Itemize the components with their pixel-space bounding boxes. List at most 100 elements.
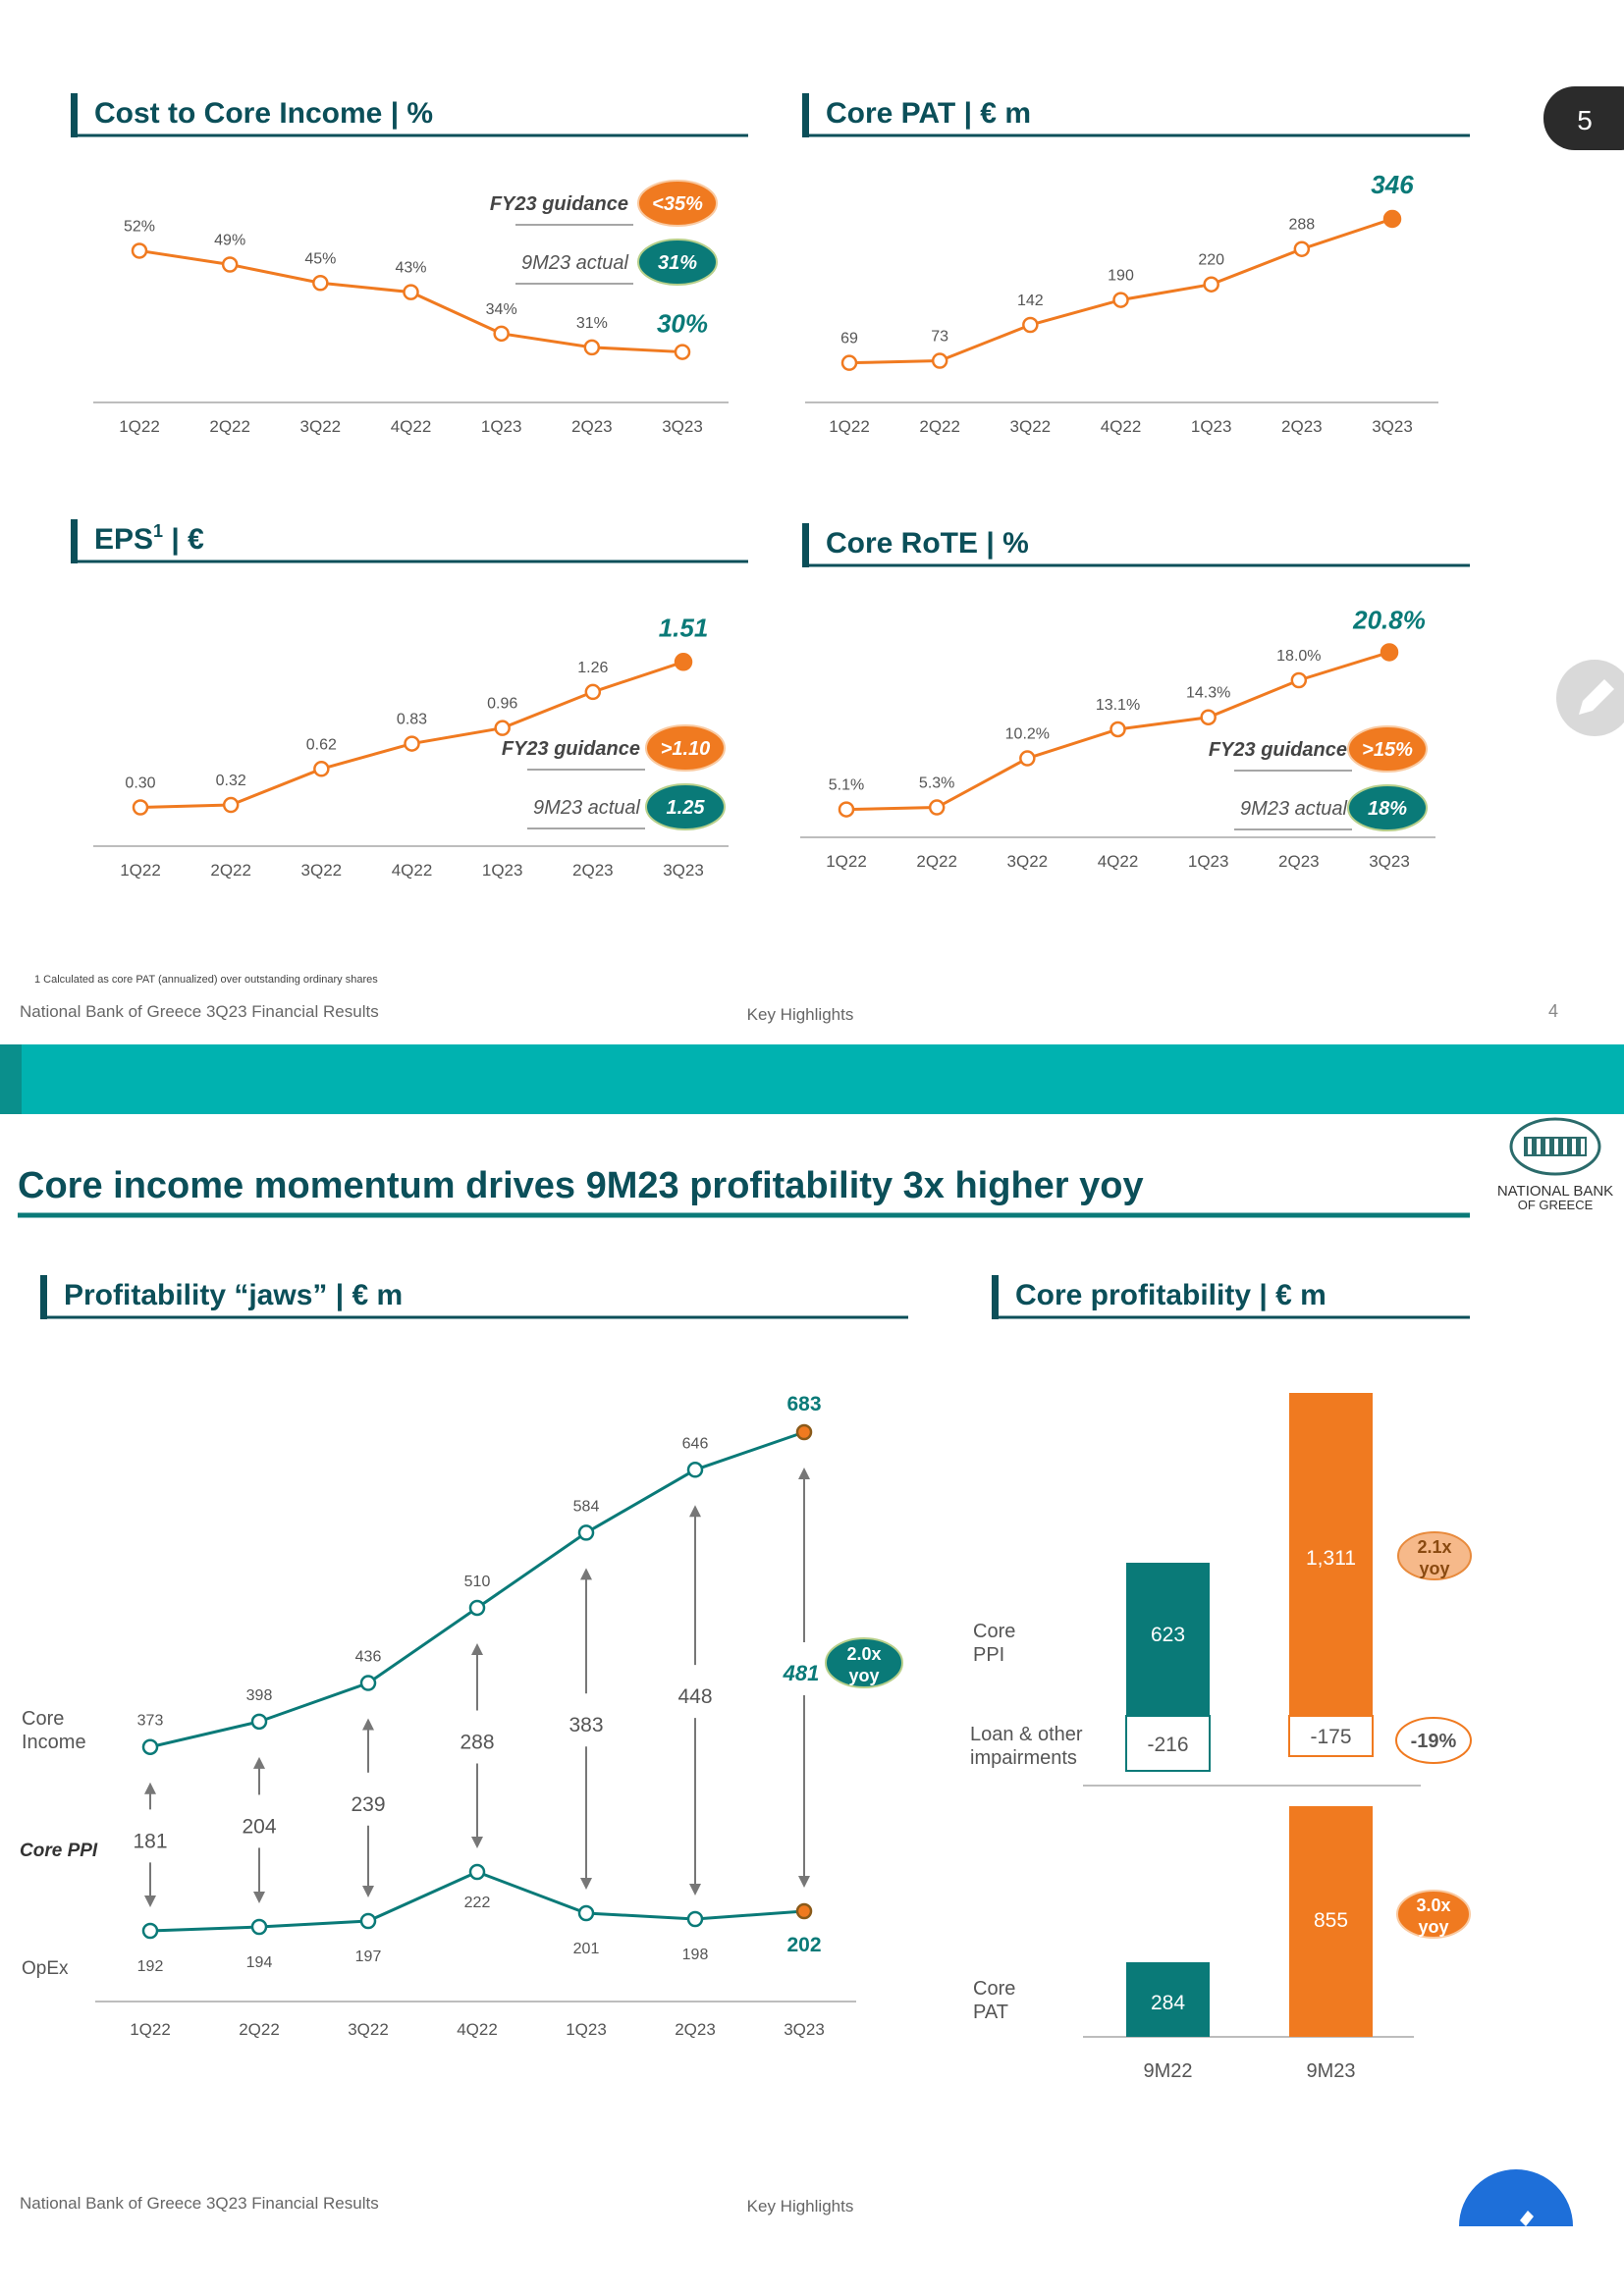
arrow-head-down <box>471 1837 483 1848</box>
data-label-opex: 201 <box>573 1941 600 1957</box>
header-banner <box>0 1044 1624 1114</box>
gap-label-highlight: 481 <box>783 1661 820 1685</box>
x-tick-label: 4Q22 <box>1098 852 1139 871</box>
badge-text: 1.25 <box>667 797 706 819</box>
floating-action-button[interactable] <box>1459 2169 1573 2226</box>
edit-button[interactable] <box>1556 660 1624 736</box>
bar-core-pat <box>1126 1962 1210 2037</box>
chart-cost_core: 52% 1Q22 49% 2Q22 45% 3Q22 43% 4Q22 34% 1Q23 31% 2Q… <box>93 193 729 436</box>
row-label-impair-1: Loan & other <box>970 1724 1083 1745</box>
data-label-opex: 192 <box>137 1958 164 1975</box>
x-tick-label: 3Q22 <box>1010 417 1052 436</box>
section-core-rote: Core RoTE | % <box>802 523 1470 567</box>
annotation-badge: 18% <box>1347 784 1428 831</box>
page-badge-text: 5 <box>1577 105 1593 135</box>
series-label-opex: OpEx <box>22 1958 69 1979</box>
badge-shape <box>637 180 718 227</box>
pencil-icon <box>1579 679 1614 715</box>
chart-title: Core RoTE | % <box>826 527 1029 560</box>
data-label: 1.26 <box>577 660 608 676</box>
badge-shape <box>1397 1531 1472 1580</box>
data-label: 14.3% <box>1186 685 1230 702</box>
slide-title: Core income momentum drives 9M23 profita… <box>18 1165 1144 1206</box>
x-tick-label: 2Q22 <box>209 417 250 436</box>
badge-shape <box>1395 1717 1472 1764</box>
data-label: 288 <box>1288 217 1315 234</box>
annotation-badge: <35% <box>637 180 718 227</box>
x-tick-label: 1Q22 <box>119 417 160 436</box>
logo-column <box>1554 1139 1558 1154</box>
chart-title: Core PAT | € m <box>826 97 1031 130</box>
annotation-text: 9M23 actual <box>533 797 641 819</box>
data-label-opex: 198 <box>682 1947 709 1963</box>
gap-label: 239 <box>351 1793 385 1816</box>
arrow-head-up <box>798 1468 810 1479</box>
data-point <box>313 761 330 777</box>
gap-label: 288 <box>460 1731 494 1753</box>
data-point <box>131 242 148 259</box>
chart-title: Core profitability | € m <box>1015 1279 1326 1311</box>
gap-label: 204 <box>242 1815 276 1838</box>
logo-column <box>1563 1139 1567 1154</box>
footer-center-bottom: Key Highlights <box>747 2197 854 2216</box>
annotation-badge: >1.10 <box>645 724 726 772</box>
x-tick-label: 3Q23 <box>1372 417 1413 436</box>
chart-title: Cost to Core Income | % <box>94 97 433 130</box>
arrow-head-up <box>471 1642 483 1655</box>
data-label: 10.2% <box>1005 726 1050 743</box>
data-point <box>1200 709 1217 725</box>
arrow-head-down <box>362 1886 374 1897</box>
x-tick-label: 1Q22 <box>120 861 161 880</box>
chart-core_rote: 5.1% 1Q22 5.3% 2Q22 10.2% 3Q22 13.1% 4Q22 14.3% 1… <box>800 605 1435 871</box>
section-core-profitability: Core profitability | € m <box>992 1275 1470 1319</box>
bar-label-impairments: -175 <box>1310 1726 1351 1748</box>
arrow-head-up <box>362 1718 374 1731</box>
data-label-core-income: 436 <box>355 1649 382 1666</box>
bar-impairments <box>1288 1715 1374 1757</box>
data-point-opex <box>686 1910 704 1928</box>
data-label: 45% <box>304 250 336 267</box>
x-tick-label: 1Q23 <box>481 417 522 436</box>
badge-shape <box>825 1637 903 1688</box>
x-tick-label: 4Q22 <box>391 417 432 436</box>
arrow-head-down <box>689 1884 701 1896</box>
footer-left-top: National Bank of Greece 3Q23 Financial R… <box>20 1002 379 1021</box>
badge-shape <box>1347 784 1428 831</box>
x-tick-label: 2Q23 <box>675 2020 716 2039</box>
x-tick-label: 3Q22 <box>301 861 343 880</box>
bar-impairments <box>1125 1715 1211 1772</box>
arrow-head-down <box>253 1892 265 1903</box>
arrow-head-up <box>144 1782 156 1794</box>
x-tick-label: 4Q22 <box>457 2020 498 2039</box>
annotation-badge: 1.25 <box>645 783 726 830</box>
gap-arrow <box>144 1782 156 1907</box>
section-core-pat: Core PAT | € m <box>802 93 1470 137</box>
annotation-guidance: FY23 guidance <box>502 738 645 771</box>
gap-arrow <box>689 1505 701 1896</box>
fab-shape <box>1459 2169 1573 2226</box>
badge-shape <box>1347 725 1428 773</box>
page-badge[interactable]: 5 <box>1543 86 1624 150</box>
footer-left-bottom: National Bank of Greece 3Q23 Financial R… <box>20 2194 379 2213</box>
data-label: 69 <box>840 331 858 347</box>
x-tick-label: 3Q23 <box>784 2020 825 2039</box>
data-label-highlight: 346 <box>1371 170 1414 199</box>
x-tick-label: 1Q22 <box>130 2020 171 2039</box>
data-label-opex: 194 <box>246 1954 273 1971</box>
badge-text: 18% <box>1368 798 1407 820</box>
data-label: 142 <box>1017 293 1044 309</box>
x-tick-label: 1Q23 <box>566 2020 607 2039</box>
title-accent-bar <box>802 523 809 567</box>
data-point <box>674 344 691 360</box>
bar-label-impairments: -216 <box>1147 1734 1188 1756</box>
data-point <box>493 325 510 343</box>
data-label: 5.1% <box>829 777 864 794</box>
badge-text: >15% <box>1362 739 1413 761</box>
x-tick-label: 9M22 <box>1143 2060 1192 2082</box>
data-point-core-income <box>686 1462 704 1478</box>
gap-label: 448 <box>677 1685 712 1708</box>
data-point-opex <box>141 1922 159 1940</box>
annotation-actual: 9M23 actual <box>1234 798 1352 830</box>
gap-arrow <box>253 1756 265 1903</box>
title-accent-bar <box>71 519 78 563</box>
